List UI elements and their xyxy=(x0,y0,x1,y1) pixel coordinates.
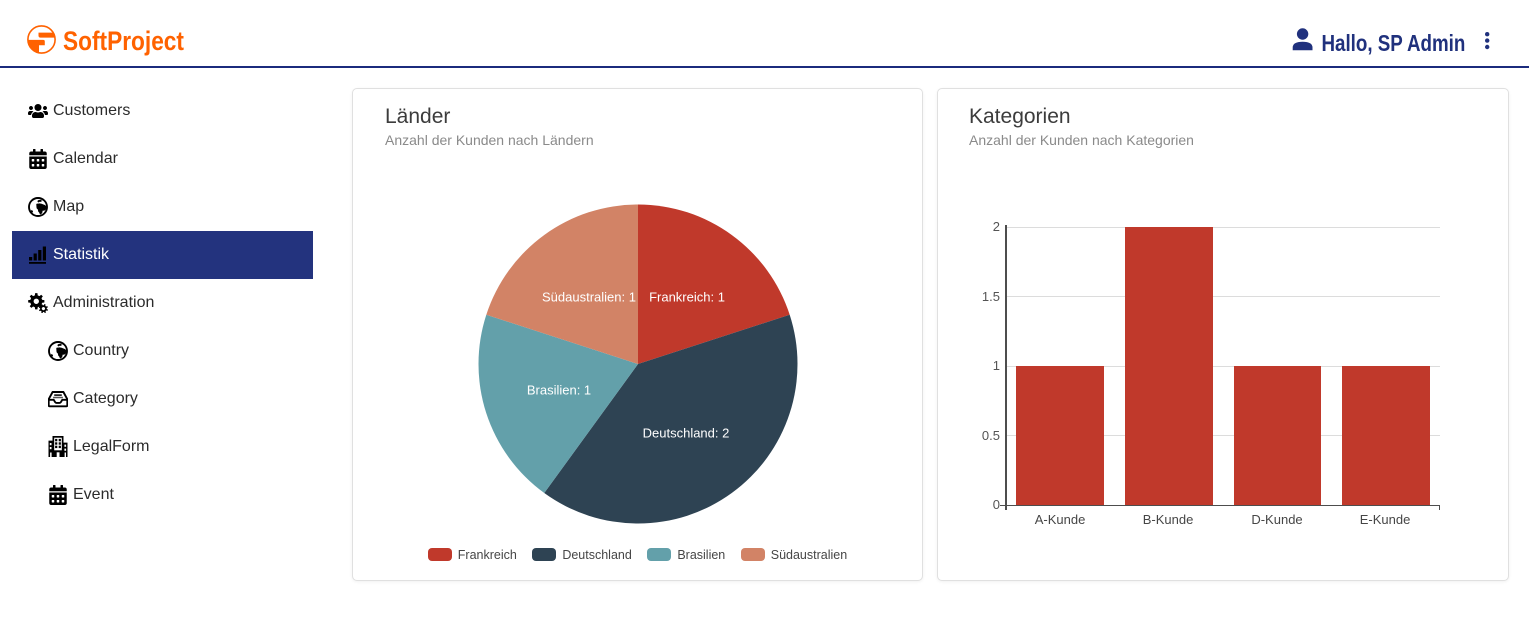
svg-text:Deutschland: 2: Deutschland: 2 xyxy=(643,426,730,441)
svg-text:Frankreich: 1: Frankreich: 1 xyxy=(649,290,725,305)
svg-text:Brasilien: 1: Brasilien: 1 xyxy=(527,383,591,398)
svg-text:Südaustralien: 1: Südaustralien: 1 xyxy=(542,290,636,305)
